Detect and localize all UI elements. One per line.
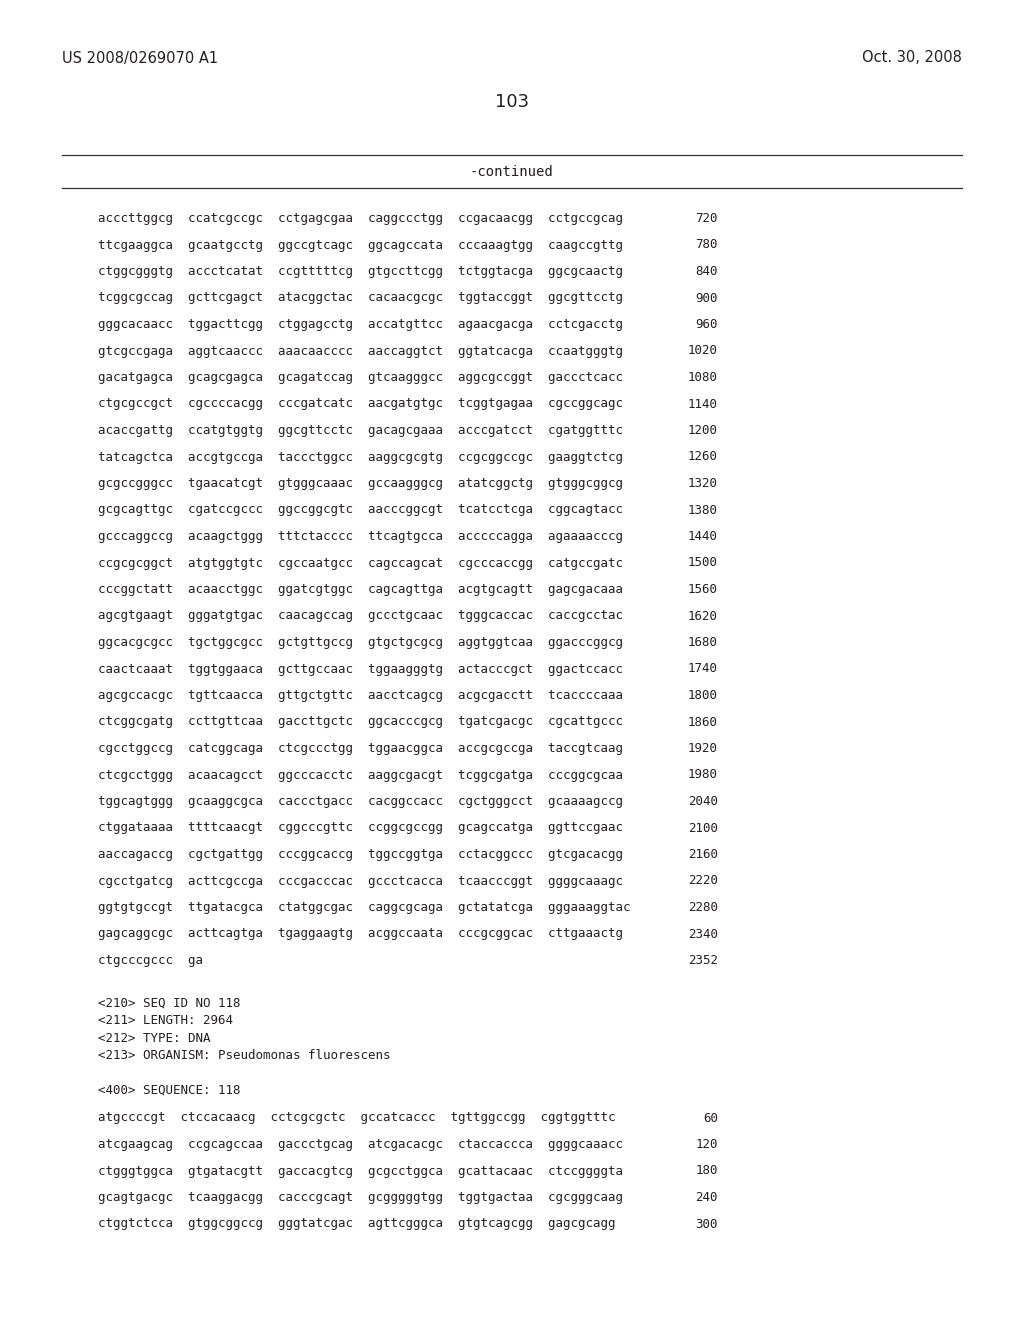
Text: 2100: 2100	[688, 821, 718, 834]
Text: 1560: 1560	[688, 583, 718, 597]
Text: 900: 900	[695, 292, 718, 305]
Text: 1620: 1620	[688, 610, 718, 623]
Text: 1020: 1020	[688, 345, 718, 358]
Text: gacatgagca  gcagcgagca  gcagatccag  gtcaagggcc  aggcgccggt  gaccctcacc: gacatgagca gcagcgagca gcagatccag gtcaagg…	[98, 371, 623, 384]
Text: ctggataaaa  ttttcaacgt  cggcccgttc  ccggcgccgg  gcagccatga  ggttccgaac: ctggataaaa ttttcaacgt cggcccgttc ccggcgc…	[98, 821, 623, 834]
Text: gcgcagttgc  cgatccgccc  ggccggcgtc  aacccggcgt  tcatcctcga  cggcagtacc: gcgcagttgc cgatccgccc ggccggcgtc aacccgg…	[98, 503, 623, 516]
Text: gagcaggcgc  acttcagtga  tgaggaagtg  acggccaata  cccgcggcac  cttgaaactg: gagcaggcgc acttcagtga tgaggaagtg acggcca…	[98, 928, 623, 940]
Text: US 2008/0269070 A1: US 2008/0269070 A1	[62, 50, 218, 66]
Text: gcccaggccg  acaagctggg  tttctacccc  ttcagtgcca  acccccagga  agaaaacccg: gcccaggccg acaagctggg tttctacccc ttcagtg…	[98, 531, 623, 543]
Text: 1440: 1440	[688, 531, 718, 543]
Text: gcgccgggcc  tgaacatcgt  gtgggcaaac  gccaagggcg  atatcggctg  gtgggcggcg: gcgccgggcc tgaacatcgt gtgggcaaac gccaagg…	[98, 477, 623, 490]
Text: ctgcccgccc  ga: ctgcccgccc ga	[98, 954, 203, 968]
Text: 840: 840	[695, 265, 718, 279]
Text: 240: 240	[695, 1191, 718, 1204]
Text: tatcagctca  accgtgccga  taccctggcc  aaggcgcgtg  ccgcggccgc  gaaggtctcg: tatcagctca accgtgccga taccctggcc aaggcgc…	[98, 450, 623, 463]
Text: 2280: 2280	[688, 902, 718, 913]
Text: 300: 300	[695, 1217, 718, 1230]
Text: 720: 720	[695, 213, 718, 224]
Text: 2220: 2220	[688, 874, 718, 887]
Text: 120: 120	[695, 1138, 718, 1151]
Text: gcagtgacgc  tcaaggacgg  cacccgcagt  gcgggggtgg  tggtgactaa  cgcgggcaag: gcagtgacgc tcaaggacgg cacccgcagt gcggggg…	[98, 1191, 623, 1204]
Text: 1860: 1860	[688, 715, 718, 729]
Text: aaccagaccg  cgctgattgg  cccggcaccg  tggccggtga  cctacggccc  gtcgacacgg: aaccagaccg cgctgattgg cccggcaccg tggccgg…	[98, 847, 623, 861]
Text: 60: 60	[703, 1111, 718, 1125]
Text: ggcacgcgcc  tgctggcgcc  gctgttgccg  gtgctgcgcg  aggtggtcaa  ggacccggcg: ggcacgcgcc tgctggcgcc gctgttgccg gtgctgc…	[98, 636, 623, 649]
Text: 1920: 1920	[688, 742, 718, 755]
Text: 1200: 1200	[688, 424, 718, 437]
Text: gtcgccgaga  aggtcaaccc  aaacaacccc  aaccaggtct  ggtatcacga  ccaatgggtg: gtcgccgaga aggtcaaccc aaacaacccc aaccagg…	[98, 345, 623, 358]
Text: 103: 103	[495, 92, 529, 111]
Text: cgcctggccg  catcggcaga  ctcgccctgg  tggaacggca  accgcgccga  taccgtcaag: cgcctggccg catcggcaga ctcgccctgg tggaacg…	[98, 742, 623, 755]
Text: 960: 960	[695, 318, 718, 331]
Text: 2160: 2160	[688, 847, 718, 861]
Text: 1260: 1260	[688, 450, 718, 463]
Text: ctgcgccgct  cgccccacgg  cccgatcatc  aacgatgtgc  tcggtgagaa  cgccggcagc: ctgcgccgct cgccccacgg cccgatcatc aacgatg…	[98, 397, 623, 411]
Text: cccggctatt  acaacctggc  ggatcgtggc  cagcagttga  acgtgcagtt  gagcgacaaa: cccggctatt acaacctggc ggatcgtggc cagcagt…	[98, 583, 623, 597]
Text: <210> SEQ ID NO 118: <210> SEQ ID NO 118	[98, 997, 241, 1010]
Text: tcggcgccag  gcttcgagct  atacggctac  cacaacgcgc  tggtaccggt  ggcgttcctg: tcggcgccag gcttcgagct atacggctac cacaacg…	[98, 292, 623, 305]
Text: 1680: 1680	[688, 636, 718, 649]
Text: ctcggcgatg  ccttgttcaa  gaccttgctc  ggcacccgcg  tgatcgacgc  cgcattgccc: ctcggcgatg ccttgttcaa gaccttgctc ggcaccc…	[98, 715, 623, 729]
Text: 1740: 1740	[688, 663, 718, 676]
Text: atgccccgt  ctccacaacg  cctcgcgctc  gccatcaccc  tgttggccgg  cggtggtttc: atgccccgt ctccacaacg cctcgcgctc gccatcac…	[98, 1111, 615, 1125]
Text: 180: 180	[695, 1164, 718, 1177]
Text: 1320: 1320	[688, 477, 718, 490]
Text: 1980: 1980	[688, 768, 718, 781]
Text: ctgggtggca  gtgatacgtt  gaccacgtcg  gcgcctggca  gcattacaac  ctccggggta: ctgggtggca gtgatacgtt gaccacgtcg gcgcctg…	[98, 1164, 623, 1177]
Text: 2040: 2040	[688, 795, 718, 808]
Text: agcgtgaagt  gggatgtgac  caacagccag  gccctgcaac  tgggcaccac  caccgcctac: agcgtgaagt gggatgtgac caacagccag gccctgc…	[98, 610, 623, 623]
Text: agcgccacgc  tgttcaacca  gttgctgttc  aacctcagcg  acgcgacctt  tcaccccaaa: agcgccacgc tgttcaacca gttgctgttc aacctca…	[98, 689, 623, 702]
Text: ggtgtgccgt  ttgatacgca  ctatggcgac  caggcgcaga  gctatatcga  gggaaaggtac: ggtgtgccgt ttgatacgca ctatggcgac caggcgc…	[98, 902, 631, 913]
Text: 1080: 1080	[688, 371, 718, 384]
Text: 1800: 1800	[688, 689, 718, 702]
Text: 1500: 1500	[688, 557, 718, 569]
Text: Oct. 30, 2008: Oct. 30, 2008	[862, 50, 962, 66]
Text: <213> ORGANISM: Pseudomonas fluorescens: <213> ORGANISM: Pseudomonas fluorescens	[98, 1049, 390, 1063]
Text: caactcaaat  tggtggaaca  gcttgccaac  tggaagggtg  actacccgct  ggactccacc: caactcaaat tggtggaaca gcttgccaac tggaagg…	[98, 663, 623, 676]
Text: ttcgaaggca  gcaatgcctg  ggccgtcagc  ggcagccata  cccaaagtgg  caagccgttg: ttcgaaggca gcaatgcctg ggccgtcagc ggcagcc…	[98, 239, 623, 252]
Text: tggcagtggg  gcaaggcgca  caccctgacc  cacggccacc  cgctgggcct  gcaaaagccg: tggcagtggg gcaaggcgca caccctgacc cacggcc…	[98, 795, 623, 808]
Text: 1380: 1380	[688, 503, 718, 516]
Text: 780: 780	[695, 239, 718, 252]
Text: ctggcgggtg  accctcatat  ccgtttttcg  gtgccttcgg  tctggtacga  ggcgcaactg: ctggcgggtg accctcatat ccgtttttcg gtgcctt…	[98, 265, 623, 279]
Text: atcgaagcag  ccgcagccaa  gaccctgcag  atcgacacgc  ctaccaccca  ggggcaaacc: atcgaagcag ccgcagccaa gaccctgcag atcgaca…	[98, 1138, 623, 1151]
Text: <211> LENGTH: 2964: <211> LENGTH: 2964	[98, 1014, 233, 1027]
Text: -continued: -continued	[470, 165, 554, 180]
Text: <400> SEQUENCE: 118: <400> SEQUENCE: 118	[98, 1084, 241, 1097]
Text: 2340: 2340	[688, 928, 718, 940]
Text: acaccgattg  ccatgtggtg  ggcgttcctc  gacagcgaaa  acccgatcct  cgatggtttc: acaccgattg ccatgtggtg ggcgttcctc gacagcg…	[98, 424, 623, 437]
Text: ctcgcctggg  acaacagcct  ggcccacctc  aaggcgacgt  tcggcgatga  cccggcgcaa: ctcgcctggg acaacagcct ggcccacctc aaggcga…	[98, 768, 623, 781]
Text: acccttggcg  ccatcgccgc  cctgagcgaa  caggccctgg  ccgacaacgg  cctgccgcag: acccttggcg ccatcgccgc cctgagcgaa caggccc…	[98, 213, 623, 224]
Text: cgcctgatcg  acttcgccga  cccgacccac  gccctcacca  tcaacccggt  ggggcaaagc: cgcctgatcg acttcgccga cccgacccac gccctca…	[98, 874, 623, 887]
Text: 2352: 2352	[688, 954, 718, 968]
Text: gggcacaacc  tggacttcgg  ctggagcctg  accatgttcc  agaacgacga  cctcgacctg: gggcacaacc tggacttcgg ctggagcctg accatgt…	[98, 318, 623, 331]
Text: ccgcgcggct  atgtggtgtc  cgccaatgcc  cagccagcat  cgcccaccgg  catgccgatc: ccgcgcggct atgtggtgtc cgccaatgcc cagccag…	[98, 557, 623, 569]
Text: ctggtctcca  gtggcggccg  gggtatcgac  agttcgggca  gtgtcagcgg  gagcgcagg: ctggtctcca gtggcggccg gggtatcgac agttcgg…	[98, 1217, 615, 1230]
Text: 1140: 1140	[688, 397, 718, 411]
Text: <212> TYPE: DNA: <212> TYPE: DNA	[98, 1031, 211, 1044]
